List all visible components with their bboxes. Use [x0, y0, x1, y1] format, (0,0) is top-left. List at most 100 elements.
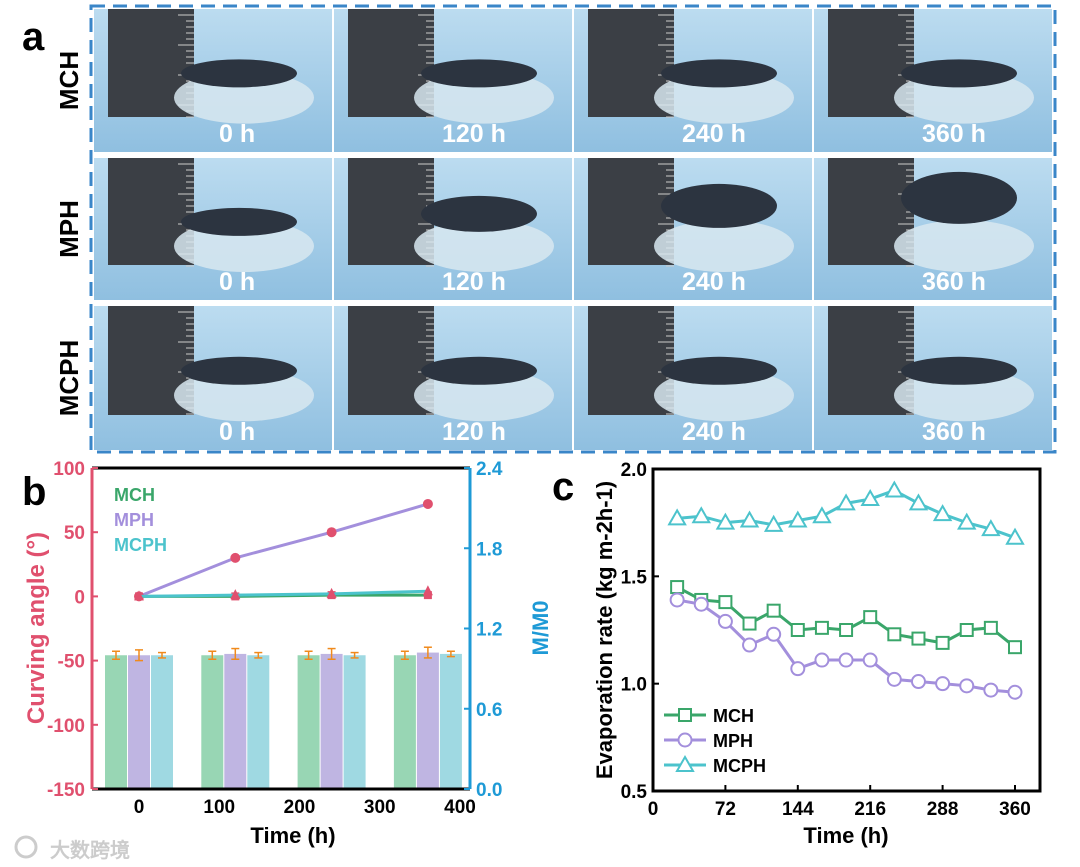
time-label: 120 h [442, 268, 506, 296]
y-tick-label: 2.0 [621, 460, 647, 481]
x-axis-title: Time (h) [803, 823, 888, 848]
panel-a-border [89, 4, 1057, 454]
gel-surface [661, 183, 777, 228]
marker-mcph [667, 508, 687, 526]
marker-mch [959, 623, 974, 637]
bar-mph [416, 652, 439, 789]
right-tick-label: 2.4 [476, 459, 503, 480]
marker-mph [790, 661, 806, 677]
marker-mcph [908, 493, 929, 511]
bar-mcph [439, 653, 462, 789]
legend-marker [677, 732, 693, 748]
x-tick-label: 72 [715, 799, 736, 820]
y-axis-title: Evaporation rate (kg m-2h-1) [592, 481, 617, 779]
panel-label-a: a [22, 15, 45, 59]
bar-mph [128, 655, 150, 789]
gel-surface [181, 207, 297, 236]
marker-mcph [691, 506, 711, 524]
marker-mch [911, 631, 926, 646]
x-tick-label: 400 [444, 797, 476, 818]
marker-mcph [788, 510, 808, 528]
legend-item: MCPH [114, 535, 167, 555]
right-tick-label: 0.6 [476, 700, 502, 721]
x-tick-label: 0 [648, 799, 659, 820]
gel-base [894, 220, 1034, 273]
marker-mch [887, 627, 902, 642]
time-label: 240 h [682, 418, 746, 446]
photo-mph-1: 120 h [334, 158, 572, 300]
line-mph [676, 598, 1016, 694]
marker-mch [742, 616, 757, 631]
legend-marker [678, 708, 692, 722]
photo-mcph-3: 360 h [814, 306, 1052, 450]
marker-mph [935, 676, 951, 692]
row-label-mcph: MCPH [54, 340, 84, 417]
marker-mch [935, 635, 950, 650]
marker-mcph [957, 512, 977, 530]
gel-surface [901, 171, 1017, 224]
gel-surface [421, 356, 537, 385]
watermark: 大数跨境 [50, 838, 130, 862]
marker-mcph [739, 510, 760, 528]
line-mph [138, 502, 429, 598]
marker-triangle [326, 587, 337, 598]
marker-mch [670, 580, 685, 595]
marker-triangle [422, 585, 433, 596]
x-tick-label: 360 [999, 799, 1031, 820]
marker-mch [863, 610, 878, 625]
gel-surface [421, 59, 537, 88]
marker-mph [862, 652, 878, 668]
panel-label-c: c [552, 465, 574, 509]
marker-mph [717, 613, 733, 629]
time-label: 240 h [682, 268, 746, 296]
bar-mch [297, 655, 320, 789]
gel-surface [661, 59, 777, 88]
left-tick-label: -50 [58, 652, 85, 673]
left-tick-label: -150 [47, 780, 85, 801]
gel-surface [421, 195, 537, 232]
marker-mch [766, 603, 781, 618]
marker-mph [959, 678, 975, 694]
x-axis-title: Time (h) [250, 823, 335, 848]
y-tick-label: 1.5 [621, 567, 648, 588]
bar-mch [105, 655, 127, 789]
marker-circle [422, 498, 433, 509]
right-tick-label: 0.0 [476, 780, 502, 801]
time-label: 0 h [219, 268, 255, 296]
bar-mch [201, 655, 224, 789]
x-tick-label: 216 [854, 799, 886, 820]
marker-mch [718, 595, 733, 610]
marker-triangle [134, 590, 144, 601]
photo-mcph-0: 0 h [94, 306, 332, 450]
photo-mch-0: 0 h [94, 9, 332, 152]
marker-mph [766, 626, 782, 642]
right-tick-label: 1.8 [476, 539, 502, 560]
time-label: 360 h [922, 268, 986, 296]
marker-circle [230, 552, 241, 563]
time-label: 240 h [682, 120, 746, 148]
gel-surface [181, 356, 297, 385]
left-tick-label: 0 [74, 587, 85, 608]
marker-mph [886, 671, 902, 687]
marker-mph [669, 592, 685, 608]
photo-mph-0: 0 h [94, 158, 332, 300]
gel-surface [901, 59, 1017, 88]
time-label: 120 h [442, 418, 506, 446]
marker-mcph [715, 512, 736, 530]
marker-mch [983, 620, 998, 635]
marker-mch [1008, 640, 1022, 655]
legend-label: MCH [713, 706, 754, 726]
legend-label: MPH [713, 731, 753, 751]
panel-label-b: b [22, 470, 46, 514]
gel-surface [661, 356, 777, 385]
line-mcph [138, 589, 428, 598]
time-label: 120 h [442, 120, 506, 148]
left-tick-label: -100 [47, 716, 85, 737]
marker-mcph [932, 504, 953, 522]
time-label: 0 h [219, 418, 255, 446]
marker-mph [1007, 684, 1023, 700]
left-tick-label: 100 [53, 459, 85, 480]
marker-mcph [836, 493, 856, 511]
